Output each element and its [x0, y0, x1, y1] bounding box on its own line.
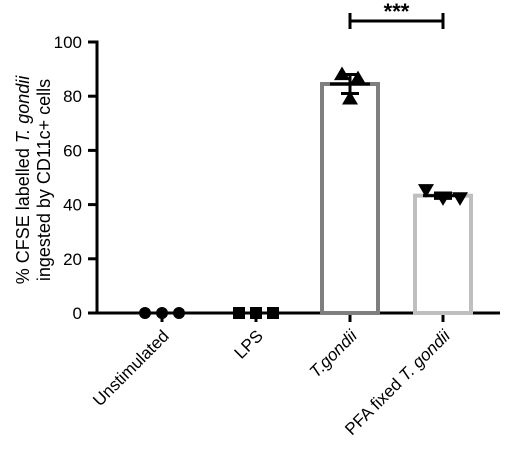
y-tick-label: 20 — [63, 250, 82, 269]
data-point — [139, 307, 151, 319]
data-point — [452, 192, 468, 206]
significance-annotations: *** — [348, 0, 445, 29]
data-point — [342, 90, 358, 105]
bar-group — [413, 184, 473, 315]
y-tick-label: 60 — [63, 141, 82, 160]
y-tick-label: 100 — [54, 33, 82, 52]
category-label: Unstimulated — [89, 326, 173, 410]
bar-group — [233, 307, 279, 319]
data-point — [334, 66, 350, 81]
data-point — [233, 307, 245, 319]
data-point — [156, 307, 168, 319]
data-point — [435, 192, 451, 206]
significance-label: *** — [384, 0, 410, 24]
data-point — [250, 307, 262, 319]
data-point — [350, 70, 366, 85]
bar — [320, 82, 380, 315]
data-point — [173, 307, 185, 319]
data-point — [418, 184, 434, 198]
y-tick-label: 40 — [63, 196, 82, 215]
bars — [139, 66, 473, 319]
bar — [413, 193, 473, 315]
data-point — [267, 307, 279, 319]
y-tick-label: 0 — [73, 304, 82, 323]
category-label: T.gondii — [306, 326, 362, 382]
y-axis: 0 20 40 60 80 100 — [54, 33, 99, 323]
bar-group — [139, 307, 185, 319]
bar-group — [320, 66, 380, 315]
y-axis-title: % CFSE labelled T. gondii ingested by CD1… — [13, 75, 54, 284]
y-axis-title-line-2: ingested by CD11c+ cells — [34, 79, 54, 281]
y-axis-title-line-1: % CFSE labelled T. gondii — [13, 75, 33, 284]
y-tick-label: 80 — [63, 87, 82, 106]
category-label: PFA fixed T. gondii — [341, 326, 454, 439]
category-label: LPS — [231, 326, 267, 362]
